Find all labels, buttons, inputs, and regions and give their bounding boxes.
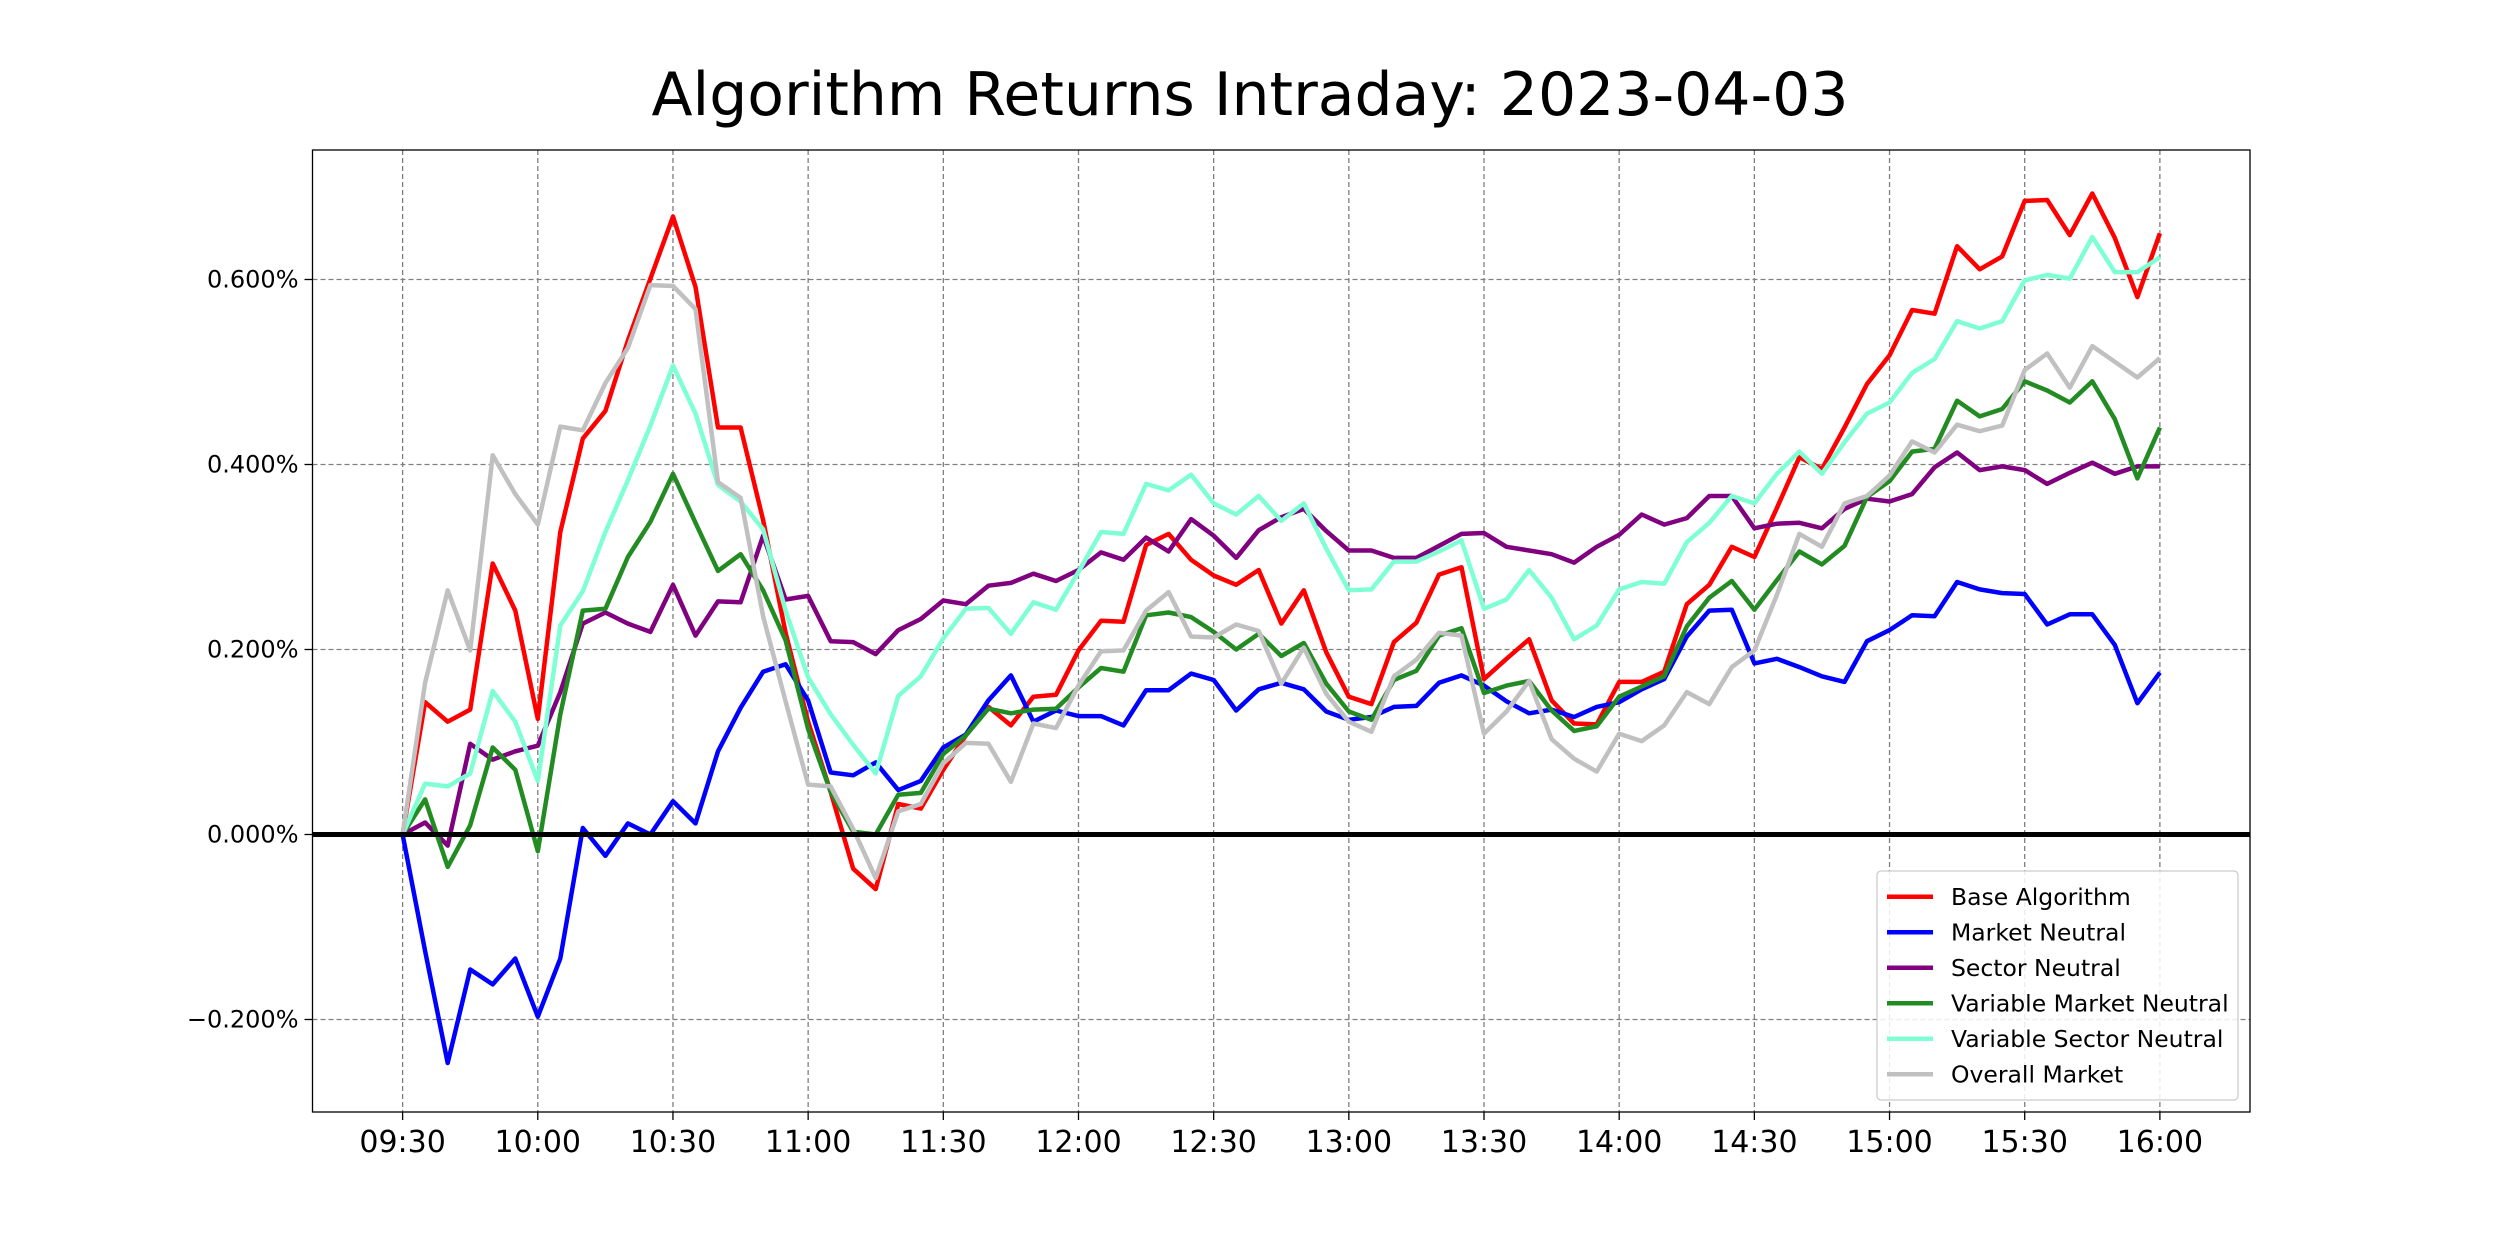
y-tick-label: 0.600% xyxy=(207,266,299,294)
x-tick-label: 12:00 xyxy=(1035,1125,1121,1160)
x-tick-label: 14:30 xyxy=(1711,1125,1797,1160)
plot-frame xyxy=(311,149,2251,1113)
x-tick-label: 13:00 xyxy=(1306,1125,1392,1160)
y-tick-label: 0.000% xyxy=(207,821,299,849)
series-line-5 xyxy=(400,234,2162,836)
legend-box xyxy=(1876,870,2239,1101)
x-tick-label: 15:00 xyxy=(1846,1125,1932,1160)
legend-label: Sector Neutral xyxy=(1951,954,2121,982)
x-tick-label: 10:00 xyxy=(495,1125,581,1160)
legend-label: Base Algorithm xyxy=(1951,883,2131,911)
legend-label: Variable Market Neutral xyxy=(1951,989,2229,1017)
legend-label: Overall Market xyxy=(1951,1060,2123,1088)
y-tick-label: −0.200% xyxy=(187,1006,299,1034)
y-tick-label: 0.400% xyxy=(207,451,299,479)
x-tick-label: 09:30 xyxy=(359,1125,445,1160)
x-tick-label: 12:30 xyxy=(1170,1125,1256,1160)
x-tick-label: 14:00 xyxy=(1576,1125,1662,1160)
legend: Base Algorithm Market Neutral Sector Neutr… xyxy=(1876,870,2239,1101)
x-tick-label: 16:00 xyxy=(2117,1125,2203,1160)
y-axis: −0.200% 0.000% 0.200% 0.400% 0.600% xyxy=(187,266,313,1034)
x-axis: 09:30 10:00 10:30 11:00 11:30 12:00 12:30 13:00… xyxy=(359,1112,2203,1160)
x-tick-label: 15:30 xyxy=(1981,1125,2067,1160)
legend-label: Variable Sector Neutral xyxy=(1951,1025,2223,1053)
chart-title: Algorithm Returns Intraday: 2023-04-03 xyxy=(651,60,1848,130)
x-tick-label: 11:30 xyxy=(900,1125,986,1160)
series-line-1 xyxy=(400,191,2163,892)
series-line-6 xyxy=(400,282,2162,881)
x-tick-label: 13:30 xyxy=(1441,1125,1527,1160)
y-tick-label: 0.200% xyxy=(207,636,299,664)
x-tick-label: 11:00 xyxy=(765,1125,851,1160)
x-tick-label: 10:30 xyxy=(630,1125,716,1160)
legend-label: Market Neutral xyxy=(1951,918,2126,946)
series-layer xyxy=(400,191,2163,1066)
